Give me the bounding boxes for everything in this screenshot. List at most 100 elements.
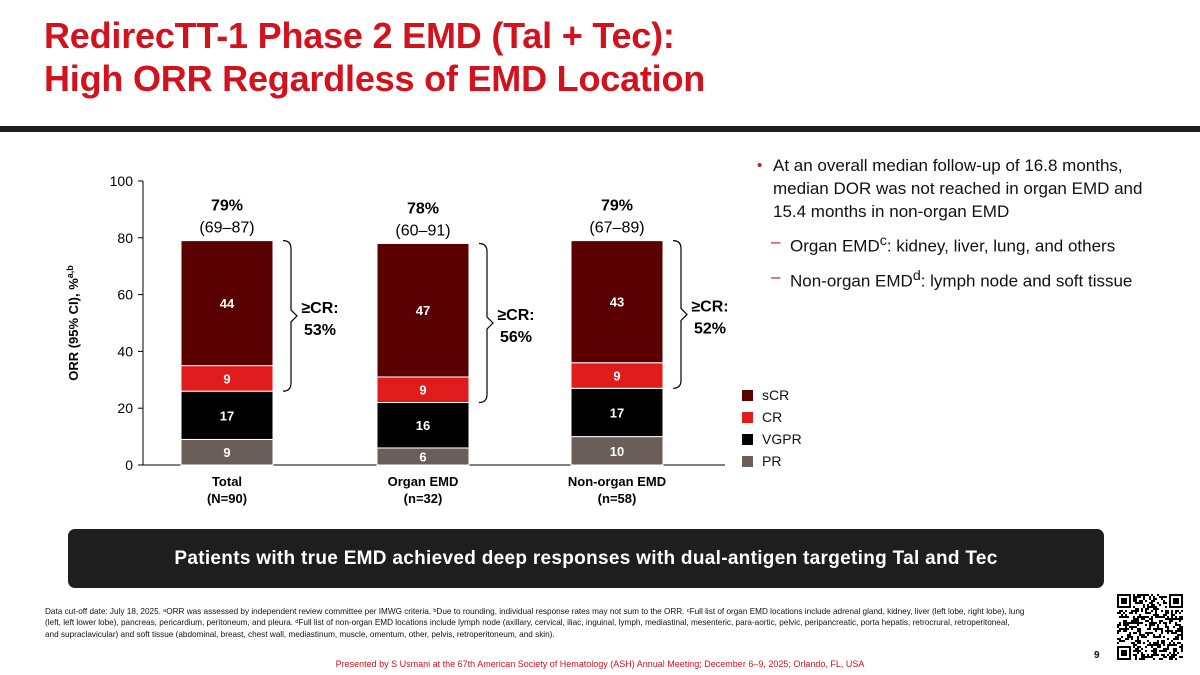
- qr-module: [1165, 626, 1167, 628]
- qr-module: [1133, 626, 1135, 628]
- qr-module: [1149, 612, 1151, 614]
- qr-module: [1167, 646, 1169, 648]
- sub-bullet-nonorgan: – Non-organ EMDd: lymph node and soft ti…: [757, 265, 1177, 293]
- qr-module: [1175, 622, 1177, 624]
- qr-module: [1119, 616, 1121, 618]
- x-category-n: (n=32): [404, 491, 443, 506]
- qr-module: [1155, 622, 1157, 624]
- qr-module: [1135, 608, 1137, 610]
- qr-module: [1165, 622, 1167, 624]
- x-category-label: Total: [212, 474, 242, 489]
- qr-module: [1155, 642, 1157, 644]
- qr-module: [1137, 648, 1139, 650]
- legend-item-vgpr: VGPR: [742, 428, 802, 450]
- data-label: 47: [416, 303, 430, 318]
- qr-module: [1149, 618, 1151, 620]
- qr-module: [1147, 644, 1149, 646]
- qr-module: [1139, 634, 1141, 636]
- qr-module: [1133, 654, 1135, 656]
- qr-module: [1137, 636, 1139, 638]
- qr-module: [1129, 622, 1131, 624]
- y-axis-label-sup: a,b: [65, 265, 75, 279]
- qr-module: [1145, 632, 1147, 634]
- qr-module: [1163, 616, 1165, 618]
- qr-module: [1165, 624, 1167, 626]
- qr-module: [1145, 636, 1147, 638]
- qr-module: [1153, 614, 1155, 616]
- qr-module: [1167, 630, 1169, 632]
- qr-module: [1137, 630, 1139, 632]
- qr-module: [1175, 612, 1177, 614]
- qr-module: [1133, 600, 1135, 602]
- orr-ci: (60–91): [395, 222, 450, 239]
- qr-module: [1117, 642, 1119, 644]
- qr-module: [1131, 622, 1133, 624]
- qr-module: [1139, 628, 1141, 630]
- qr-module: [1131, 636, 1133, 638]
- title-line-2: High ORR Regardless of EMD Location: [44, 58, 706, 99]
- qr-module: [1163, 640, 1165, 642]
- qr-module: [1137, 624, 1139, 626]
- qr-module: [1181, 632, 1183, 634]
- qr-module: [1147, 628, 1149, 630]
- qr-module: [1123, 628, 1125, 630]
- qr-module: [1143, 656, 1145, 658]
- qr-module: [1173, 654, 1175, 656]
- qr-module: [1161, 596, 1163, 598]
- qr-module: [1165, 648, 1167, 650]
- qr-module: [1167, 638, 1169, 640]
- qr-module: [1173, 650, 1175, 652]
- qr-module: [1137, 594, 1139, 596]
- qr-module: [1151, 606, 1153, 608]
- qr-module: [1119, 630, 1121, 632]
- qr-module: [1173, 598, 1179, 604]
- qr-module: [1151, 654, 1153, 656]
- qr-module: [1121, 636, 1123, 638]
- qr-module: [1155, 612, 1157, 614]
- qr-module: [1173, 638, 1175, 640]
- qr-module: [1141, 656, 1143, 658]
- legend-label: CR: [762, 409, 783, 425]
- qr-module: [1147, 634, 1149, 636]
- qr-module: [1169, 652, 1171, 654]
- qr-module: [1155, 650, 1157, 652]
- qr-module: [1165, 596, 1167, 598]
- qr-module: [1155, 644, 1157, 646]
- qr-module: [1179, 656, 1181, 658]
- qr-module: [1145, 612, 1147, 614]
- orr-percent: 79%: [211, 198, 243, 215]
- qr-module: [1179, 618, 1181, 620]
- qr-code-icon[interactable]: [1117, 594, 1183, 660]
- qr-module: [1177, 636, 1179, 638]
- presenter-credit: Presented by S Usmani at the 67th Americ…: [335, 659, 865, 669]
- qr-module: [1137, 616, 1139, 618]
- qr-module: [1141, 610, 1143, 612]
- qr-module: [1149, 624, 1151, 626]
- qr-module: [1143, 642, 1145, 644]
- qr-module: [1121, 616, 1123, 618]
- qr-module: [1137, 610, 1139, 612]
- qr-module: [1145, 600, 1147, 602]
- qr-module: [1173, 626, 1175, 628]
- qr-module: [1169, 620, 1171, 622]
- qr-module: [1149, 626, 1151, 628]
- qr-module: [1149, 644, 1151, 646]
- qr-module: [1121, 598, 1127, 604]
- qr-module: [1171, 658, 1173, 660]
- qr-module: [1163, 622, 1165, 624]
- qr-module: [1167, 616, 1169, 618]
- qr-module: [1179, 624, 1181, 626]
- sub1-sup: c: [879, 233, 887, 249]
- qr-module: [1173, 652, 1175, 654]
- qr-module: [1153, 598, 1155, 600]
- cr-bracket-value: 52%: [694, 320, 726, 337]
- qr-module: [1143, 598, 1145, 600]
- data-label: 17: [610, 405, 624, 420]
- data-label: 9: [223, 445, 230, 460]
- qr-module: [1135, 644, 1137, 646]
- qr-module: [1149, 602, 1151, 604]
- qr-module: [1181, 626, 1183, 628]
- legend-swatch: [742, 389, 753, 401]
- qr-module: [1127, 628, 1129, 630]
- qr-module: [1157, 616, 1159, 618]
